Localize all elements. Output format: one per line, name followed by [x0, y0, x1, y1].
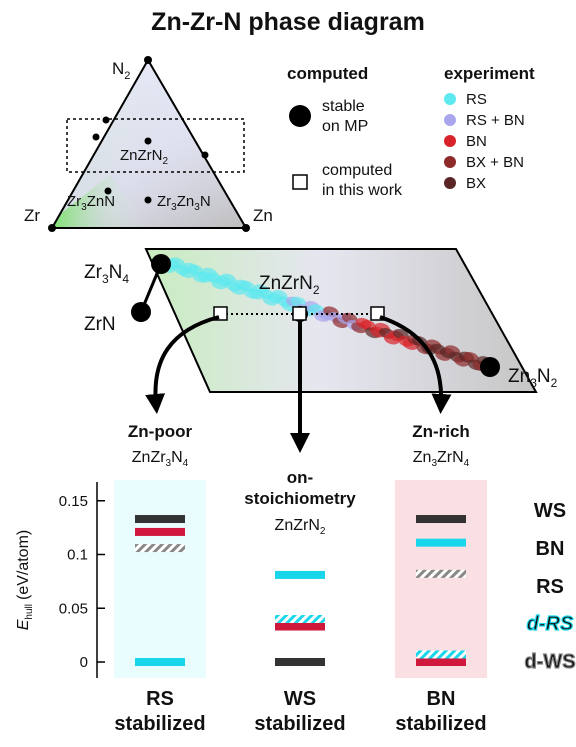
legend-computed: computed stable on MP computed in this w… [287, 64, 403, 199]
bar-ws-0 [135, 515, 185, 524]
stabilized-type-1: WS [284, 688, 316, 710]
formula-stoich: ZnZrN2 [275, 517, 326, 537]
ternary-point-zr3n4 [102, 116, 110, 124]
stable-point-zn3n2 [480, 357, 500, 377]
ternary-point-zr3znn [104, 187, 112, 195]
legend-this-work-line2: in this work [322, 182, 403, 199]
stabilized-word-1: stabilized [254, 713, 345, 735]
formula-zn-poor: ZnZr3N4 [132, 449, 189, 469]
y-tick-label: 0.05 [59, 600, 88, 617]
vertex-label-zn: Zn [253, 206, 273, 225]
ternary-point-zr3zn3n [144, 196, 152, 204]
legend-dot-4 [444, 177, 456, 189]
arrow-zn-poor [145, 315, 220, 414]
slice-label-znzrn2: ZnZrN2 [259, 273, 320, 297]
legend-dot-0 [444, 93, 456, 105]
slice-outline [144, 248, 538, 393]
bar-bn-0 [135, 527, 185, 536]
phase-label-znzrn2: ZnZrN2 [120, 147, 169, 167]
legend-stable-line2: on MP [322, 118, 368, 135]
legend-dot-3 [444, 156, 456, 168]
bar-ws-2 [416, 515, 466, 524]
composition-slice: Zr3N4 ZrN ZnZrN2 Zn3N2 [84, 248, 558, 393]
bar-d-ws-0 [135, 544, 185, 553]
stabilized-labels: RS stabilized WS stabilized BN stabilized [114, 688, 486, 735]
series-legend-ws: WS [534, 500, 566, 522]
heading-stoich-line2: stoichiometry [244, 489, 356, 508]
vertex-zn-marker [242, 224, 250, 232]
legend-computed-title: computed [287, 64, 368, 83]
legend-this-work-line1: computed [322, 162, 392, 179]
ternary-diagram: N2 Zr Zn ZnZrN2 Zr3ZnN Zr3Zn3N [24, 56, 273, 232]
ternary-point-znzrn2 [144, 137, 152, 145]
legend-dot-1 [444, 114, 456, 126]
slice-label-zrn: ZrN [84, 314, 116, 335]
bar-bn-1 [275, 622, 325, 631]
series-legend-d-rs: d-RS [527, 613, 574, 635]
column-background-2 [395, 480, 487, 678]
energy-chart: 0 0.05 0.1 0.15 Ehull(eV/atom) WS BN RS d-RS d-… [15, 480, 576, 678]
computed-square-icon [292, 174, 308, 190]
stable-point-zrn [131, 302, 151, 322]
legend-stable-line1: stable [322, 98, 365, 115]
slice-label-zr3n4: Zr3N4 [84, 262, 129, 286]
ternary-point-zrn [92, 133, 100, 141]
bar-rs-0 [135, 658, 185, 666]
legend-experiment: experiment RS RS + BN BN BX + BN BX [444, 64, 535, 192]
y-tick-label: 0 [80, 654, 88, 671]
heading-zn-poor: Zn-poor [128, 422, 193, 441]
legend-label-4: BX [466, 175, 486, 192]
vertex-zr-marker [48, 224, 56, 232]
heading-stoich-line1: on- [287, 468, 313, 487]
phase-label-zr3zn3n: Zr3Zn3N [157, 193, 211, 213]
figure-title: Zn-Zr-N phase diagram [151, 8, 425, 36]
bar-ws-1 [275, 658, 325, 666]
phase-label-zr3znn: Zr3ZnN [67, 193, 115, 213]
stabilized-word-2: stabilized [395, 713, 486, 735]
vertex-label-n2: N2 [112, 59, 130, 82]
stable-point-zr3n4 [151, 254, 171, 274]
bar-d-ws-2 [416, 569, 466, 578]
legend-experiment-title: experiment [444, 64, 535, 83]
bar-rs-1 [275, 570, 325, 579]
legend-label-3: BX + BN [466, 154, 524, 171]
ternary-outline [50, 58, 248, 229]
y-axis-label: Ehull(eV/atom) [15, 530, 35, 631]
bar-d-rs-2 [416, 650, 466, 659]
stabilized-type-2: BN [427, 688, 456, 710]
column-background-0 [114, 480, 206, 678]
stabilized-type-0: RS [146, 688, 174, 710]
composition-headings: Zn-poor ZnZr3N4 on- stoichiometry ZnZrN2… [128, 422, 470, 537]
bar-bn-2 [416, 658, 466, 666]
heading-zn-rich: Zn-rich [412, 422, 470, 441]
bar-d-rs-1 [275, 615, 325, 623]
series-legend-d-ws: d-WS [524, 651, 575, 673]
stable-marker-icon [289, 105, 311, 127]
formula-zn-rich: Zn3ZrN4 [413, 449, 470, 469]
stabilized-word-0: stabilized [114, 713, 205, 735]
legend-label-2: BN [466, 133, 487, 150]
composition-arrows [145, 315, 452, 453]
vertex-n2-marker [144, 56, 152, 64]
vertex-label-zr: Zr [24, 206, 40, 225]
legend-dot-2 [444, 135, 456, 147]
y-tick-label: 0.15 [59, 493, 88, 510]
arrow-zn-rich [379, 315, 452, 414]
ternary-point-zn3n2 [201, 151, 209, 159]
bar-rs-2 [416, 538, 466, 547]
computed-point-stoich [292, 306, 307, 321]
y-tick-label: 0.1 [67, 547, 88, 564]
legend-label-0: RS [466, 91, 487, 108]
ternary-slice-box [66, 118, 245, 173]
series-legend-rs: RS [536, 576, 564, 598]
series-legend-bn: BN [536, 538, 565, 560]
slice-label-zn3n2: Zn3N2 [508, 366, 558, 390]
legend-label-1: RS + BN [466, 112, 525, 129]
